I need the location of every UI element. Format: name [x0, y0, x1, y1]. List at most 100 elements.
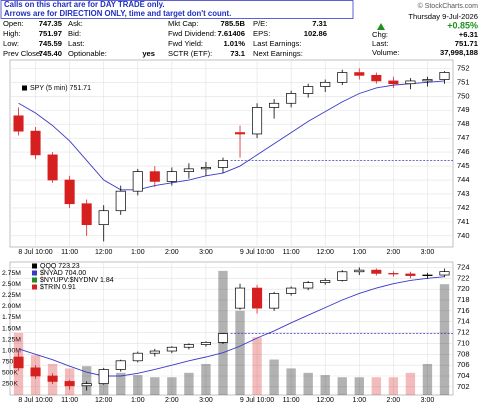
x-tick-label: 2:00: [387, 249, 401, 256]
volume-tick-label: 1.00M: [2, 347, 21, 354]
candle-body: [422, 79, 433, 82]
y-tick-label: 752: [457, 63, 470, 72]
candle-body: [303, 282, 314, 289]
x-tick-label: 9 Jul 10:00: [240, 397, 274, 404]
candle-body: [132, 352, 143, 362]
quote-label: Last:: [372, 39, 388, 48]
quote-value: 751.71: [455, 39, 479, 48]
quote-value: 73.1: [230, 49, 246, 58]
candle-body: [354, 72, 365, 76]
candle-body: [234, 132, 246, 135]
candle-body: [115, 190, 126, 212]
candle-body: [200, 341, 211, 345]
x-tick-label: 2:00: [165, 249, 179, 256]
candle-body: [269, 293, 280, 309]
quote-value: 102.86: [304, 29, 327, 38]
volume-bar: [354, 377, 364, 395]
legend-swatch: [32, 284, 37, 290]
y-tick-label: 740: [457, 231, 470, 240]
volume-bar: [320, 375, 330, 395]
x-tick-label: 8 Jul 10:00: [18, 397, 52, 404]
legend-swatch: [32, 277, 37, 283]
quote-label: Mkt Cap:: [168, 19, 198, 28]
watermark: © StockCharts.com: [418, 2, 479, 10]
volume-bar: [184, 372, 194, 395]
volume-bar: [167, 377, 177, 395]
candle-body: [303, 86, 314, 94]
quote-label: Chg:: [372, 30, 388, 39]
quote-value: 745.59: [39, 39, 62, 48]
x-tick-label: 12:00: [316, 249, 334, 256]
volume-bar: [269, 359, 279, 395]
volume-bar: [439, 284, 450, 395]
x-tick-label: 11:00: [61, 397, 78, 404]
volume-bar: [303, 372, 313, 395]
candle-body: [371, 269, 382, 274]
candle-body: [405, 80, 416, 85]
candle-body: [439, 72, 450, 80]
volume-bar: [388, 377, 399, 395]
volume-tick-label: 2.00M: [2, 303, 21, 310]
volume-tick-label: 2.50M: [2, 281, 21, 288]
candle-body: [320, 81, 331, 87]
volume-tick-label: 2.75M: [2, 270, 21, 277]
quote-label: Open:: [3, 19, 24, 28]
candle-body: [149, 350, 160, 354]
volume-bar: [150, 377, 160, 395]
volume-tick-label: 1.50M: [2, 325, 21, 332]
volume-bar: [422, 363, 433, 395]
volume-tick-label: 1.25M: [2, 336, 21, 343]
quote-label: High:: [3, 29, 21, 38]
candle-body: [98, 369, 109, 384]
volume-tick-label: 250K: [2, 381, 18, 388]
volume-bar: [371, 377, 382, 395]
quote-label: Prev Close:: [3, 49, 42, 58]
legend-label: SPY (5 min) 751.71: [30, 85, 91, 92]
moving-average: [18, 80, 445, 191]
candle-body: [13, 356, 24, 369]
quote-value: yes: [142, 49, 155, 58]
quote-value: 7.61406: [218, 29, 245, 38]
candle-body: [354, 269, 365, 273]
x-tick-label: 3:00: [199, 397, 213, 404]
quote-date: Thursday 9-Jul-2026: [408, 12, 478, 21]
candle-body: [269, 102, 280, 108]
quote-label: P/E:: [253, 19, 267, 28]
x-tick-label: 2:00: [387, 397, 401, 404]
candle-body: [81, 383, 92, 387]
candle-body: [252, 107, 263, 135]
quote-label: SCTR (ETF):: [168, 49, 212, 58]
candle-body: [166, 346, 177, 352]
x-tick-label: 1:00: [352, 397, 366, 404]
quote-label: Low:: [3, 39, 19, 48]
quote-label: Ask:: [68, 19, 83, 28]
legend-label: $NYAD 704.00: [40, 270, 86, 277]
volume-bar: [405, 372, 416, 395]
quote-label: Last:: [68, 39, 84, 48]
legend-swatch: [32, 263, 37, 269]
candle-body: [217, 160, 229, 168]
candle-body: [132, 171, 143, 192]
y-tick-label: 751: [457, 77, 470, 86]
candle-body: [234, 287, 246, 309]
candle-body: [320, 280, 331, 283]
moving-average: [18, 276, 445, 377]
volume-bar: [133, 375, 143, 395]
legend-swatch: [22, 85, 27, 91]
quote-value: +6.31: [459, 30, 479, 39]
y-tick-label: 744: [457, 175, 470, 184]
x-tick-label: 3:00: [421, 397, 435, 404]
volume-bar: [81, 366, 92, 395]
legend-swatch: [32, 270, 37, 276]
candle-body: [64, 381, 75, 387]
candle-body: [13, 115, 24, 132]
y-tick-label: 747: [457, 133, 470, 142]
volume-bar: [116, 372, 126, 395]
notice-box: [0, 0, 354, 19]
volume-bar: [235, 310, 245, 395]
candle-body: [422, 274, 433, 276]
quote-label: Optionable:: [68, 49, 107, 58]
x-tick-label: 1:00: [131, 249, 145, 256]
quote-label: Last Earnings:: [253, 39, 302, 48]
